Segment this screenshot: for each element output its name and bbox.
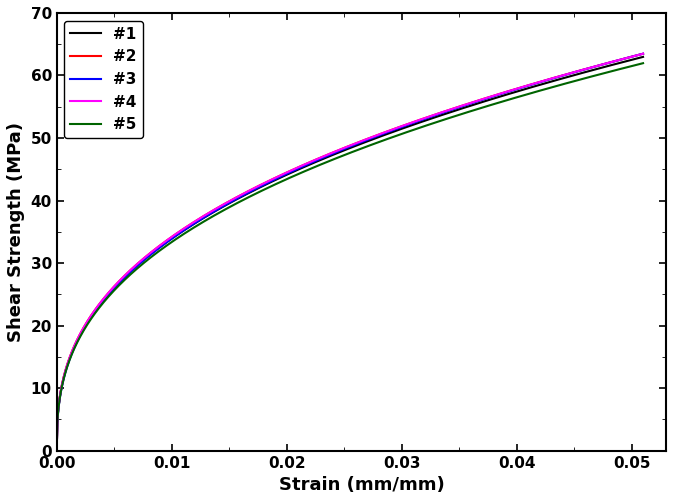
#1 bbox=[639, 54, 647, 60]
#2 bbox=[311, 157, 319, 163]
#1 bbox=[112, 282, 120, 288]
#2 bbox=[52, 447, 61, 453]
#3 bbox=[510, 87, 518, 93]
#2 bbox=[456, 104, 464, 110]
Line: #5: #5 bbox=[57, 63, 643, 450]
#5 bbox=[520, 92, 528, 98]
#4 bbox=[52, 447, 61, 453]
#4 bbox=[112, 281, 120, 287]
#2 bbox=[510, 87, 518, 93]
Line: #4: #4 bbox=[57, 54, 643, 450]
#5 bbox=[112, 285, 120, 291]
#5 bbox=[456, 112, 464, 118]
#1 bbox=[456, 106, 464, 112]
#5 bbox=[510, 95, 518, 101]
#4 bbox=[510, 87, 518, 93]
#4 bbox=[639, 51, 647, 57]
#3 bbox=[311, 158, 319, 164]
#5 bbox=[290, 173, 298, 179]
#3 bbox=[639, 51, 647, 57]
#1 bbox=[510, 89, 518, 95]
#5 bbox=[639, 60, 647, 66]
#1 bbox=[520, 86, 528, 92]
#3 bbox=[290, 167, 298, 173]
#1 bbox=[311, 159, 319, 165]
#2 bbox=[290, 166, 298, 172]
X-axis label: Strain (mm/mm): Strain (mm/mm) bbox=[279, 476, 444, 494]
#4 bbox=[456, 104, 464, 110]
#1 bbox=[290, 168, 298, 174]
Line: #3: #3 bbox=[57, 54, 643, 450]
#3 bbox=[112, 283, 120, 289]
#2 bbox=[520, 83, 528, 89]
#4 bbox=[311, 157, 319, 163]
Y-axis label: Shear Strength (MPa): Shear Strength (MPa) bbox=[7, 122, 25, 342]
#2 bbox=[639, 51, 647, 57]
#4 bbox=[290, 166, 298, 172]
#4 bbox=[520, 83, 528, 89]
Legend: #1, #2, #3, #4, #5: #1, #2, #3, #4, #5 bbox=[65, 21, 143, 138]
#5 bbox=[311, 164, 319, 170]
#3 bbox=[52, 447, 61, 453]
#2 bbox=[112, 281, 120, 287]
#1 bbox=[52, 447, 61, 453]
Line: #1: #1 bbox=[57, 57, 643, 450]
#3 bbox=[520, 84, 528, 90]
Line: #2: #2 bbox=[57, 54, 643, 450]
#3 bbox=[456, 104, 464, 110]
#5 bbox=[52, 447, 61, 453]
